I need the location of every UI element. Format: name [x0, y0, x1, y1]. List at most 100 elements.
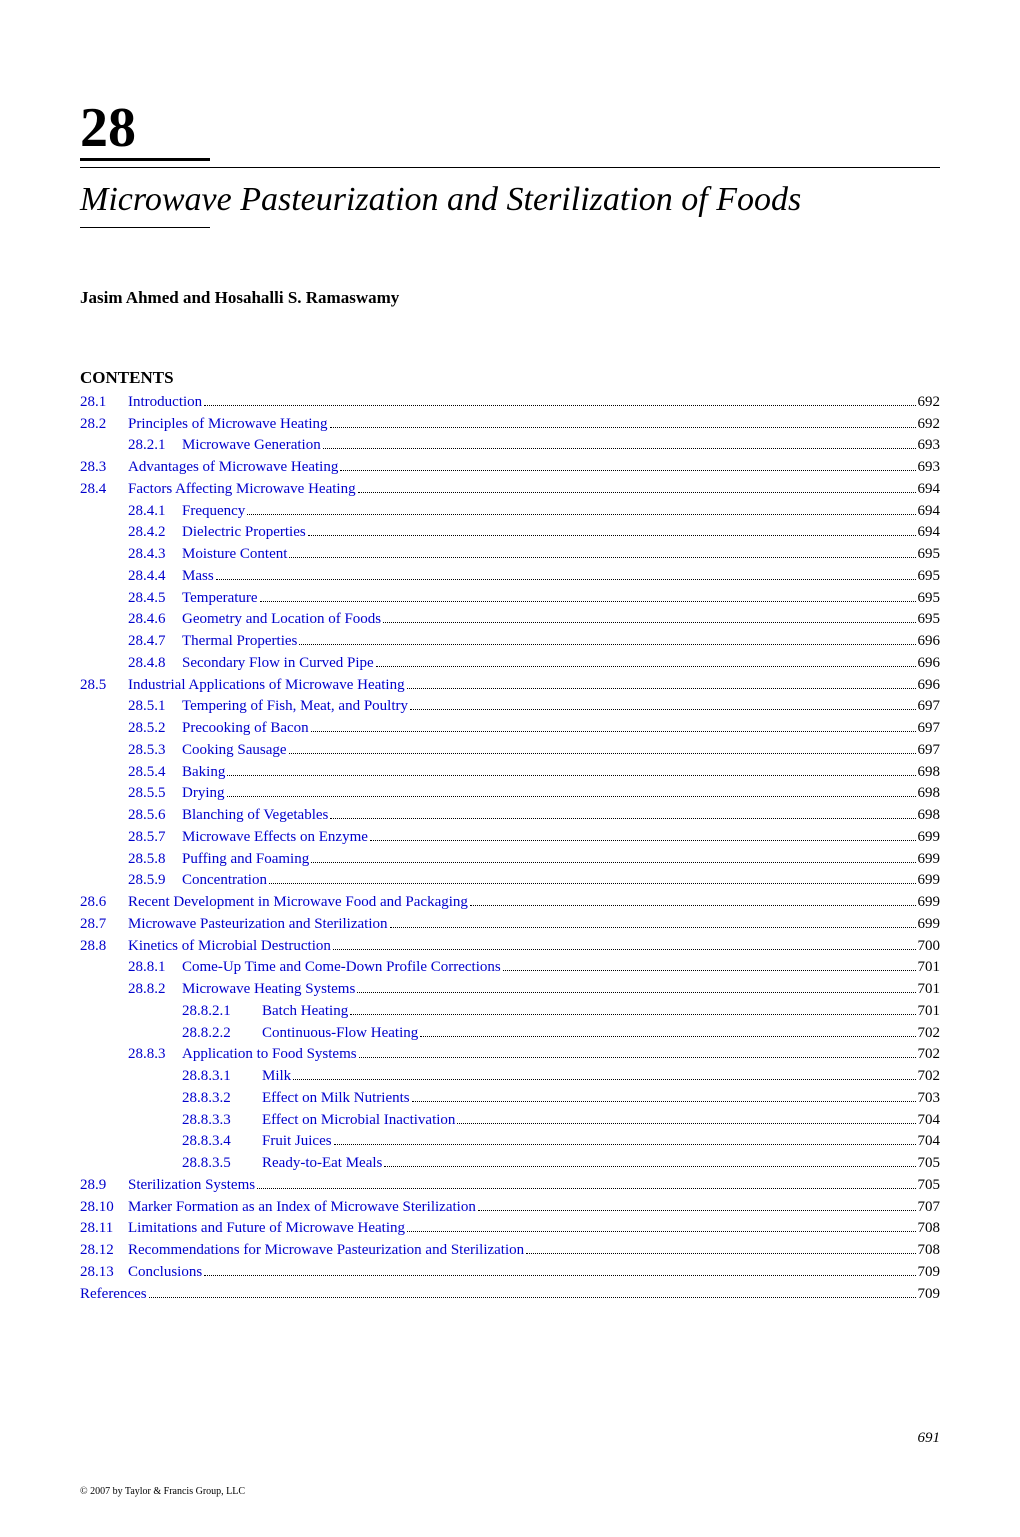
- toc-entry-number[interactable]: 28.4.4: [128, 566, 182, 588]
- toc-entry-number[interactable]: 28.5: [80, 675, 128, 697]
- toc-entry-number[interactable]: 28.4.3: [128, 544, 182, 566]
- toc-entry-page: 692: [918, 392, 941, 414]
- toc-row: 28.4.7Thermal Properties696: [80, 631, 940, 653]
- toc-entry-number[interactable]: 28.5.7: [128, 827, 182, 849]
- toc-entry-page: 700: [918, 936, 941, 958]
- toc-row: 28.11Limitations and Future of Microwave…: [80, 1218, 940, 1240]
- toc-entry-text[interactable]: References: [80, 1284, 147, 1306]
- toc-entry-number[interactable]: 28.8.3: [128, 1044, 182, 1066]
- toc-entry-text[interactable]: Milk: [262, 1066, 291, 1088]
- toc-entry-number[interactable]: 28.8.3.1: [182, 1066, 262, 1088]
- toc-entry-text[interactable]: Frequency: [182, 501, 245, 523]
- toc-entry-text[interactable]: Cooking Sausage: [182, 740, 287, 762]
- toc-entry-text[interactable]: Moisture Content: [182, 544, 287, 566]
- toc-entry-number[interactable]: 28.5.8: [128, 849, 182, 871]
- toc-entry-text[interactable]: Blanching of Vegetables: [182, 805, 328, 827]
- divider-thin-full: [80, 167, 940, 168]
- toc-entry-number[interactable]: 28.8.1: [128, 957, 182, 979]
- toc-entry-number[interactable]: 28.5.4: [128, 762, 182, 784]
- toc-entry-page: 703: [918, 1088, 941, 1110]
- toc-entry-text[interactable]: Drying: [182, 783, 225, 805]
- toc-entry-number[interactable]: 28.5.9: [128, 870, 182, 892]
- toc-entry-text[interactable]: Baking: [182, 762, 225, 784]
- toc-entry-text[interactable]: Kinetics of Microbial Destruction: [128, 936, 331, 958]
- toc-entry-number[interactable]: 28.4.7: [128, 631, 182, 653]
- toc-entry-text[interactable]: Conclusions: [128, 1262, 202, 1284]
- toc-entry-number[interactable]: 28.13: [80, 1262, 128, 1284]
- toc-entry-text[interactable]: Secondary Flow in Curved Pipe: [182, 653, 374, 675]
- toc-entry-number[interactable]: 28.6: [80, 892, 128, 914]
- toc-entry-number[interactable]: 28.8.2.1: [182, 1001, 262, 1023]
- toc-entry-text[interactable]: Ready-to-Eat Meals: [262, 1153, 382, 1175]
- toc-entry-number[interactable]: 28.10: [80, 1197, 128, 1219]
- toc-leader-dots: [376, 666, 916, 667]
- toc-entry-text[interactable]: Tempering of Fish, Meat, and Poultry: [182, 696, 408, 718]
- toc-entry-number[interactable]: 28.8.2: [128, 979, 182, 1001]
- toc-entry-number[interactable]: 28.4.5: [128, 588, 182, 610]
- toc-entry-number[interactable]: 28.5.3: [128, 740, 182, 762]
- toc-entry-text[interactable]: Microwave Generation: [182, 435, 321, 457]
- toc-entry-page: 708: [918, 1240, 941, 1262]
- toc-entry-text[interactable]: Recommendations for Microwave Pasteuriza…: [128, 1240, 524, 1262]
- toc-entry-text[interactable]: Fruit Juices: [262, 1131, 332, 1153]
- toc-entry-text[interactable]: Batch Heating: [262, 1001, 348, 1023]
- toc-entry-number[interactable]: 28.5.2: [128, 718, 182, 740]
- toc-entry-text[interactable]: Industrial Applications of Microwave Hea…: [128, 675, 405, 697]
- toc-entry-text[interactable]: Advantages of Microwave Heating: [128, 457, 338, 479]
- toc-entry-number[interactable]: 28.4.2: [128, 522, 182, 544]
- toc-row: 28.4.2Dielectric Properties694: [80, 522, 940, 544]
- toc-entry-number[interactable]: 28.8: [80, 936, 128, 958]
- toc-entry-text[interactable]: Concentration: [182, 870, 267, 892]
- toc-entry-number[interactable]: 28.4.6: [128, 609, 182, 631]
- toc-entry-text[interactable]: Dielectric Properties: [182, 522, 306, 544]
- toc-entry-number[interactable]: 28.8.3.3: [182, 1110, 262, 1132]
- toc-entry-number[interactable]: 28.9: [80, 1175, 128, 1197]
- toc-entry-page: 697: [918, 696, 941, 718]
- toc-entry-text[interactable]: Sterilization Systems: [128, 1175, 255, 1197]
- toc-entry-text[interactable]: Microwave Pasteurization and Sterilizati…: [128, 914, 388, 936]
- toc-entry-text[interactable]: Principles of Microwave Heating: [128, 414, 328, 436]
- toc-entry-number[interactable]: 28.8.3.5: [182, 1153, 262, 1175]
- toc-entry-text[interactable]: Effect on Microbial Inactivation: [262, 1110, 455, 1132]
- toc-entry-text[interactable]: Microwave Heating Systems: [182, 979, 355, 1001]
- toc-entry-number[interactable]: 28.4: [80, 479, 128, 501]
- toc-entry-text[interactable]: Mass: [182, 566, 214, 588]
- toc-entry-text[interactable]: Precooking of Bacon: [182, 718, 309, 740]
- toc-leader-dots: [470, 905, 916, 906]
- toc-entry-number[interactable]: 28.5.5: [128, 783, 182, 805]
- toc-entry-number[interactable]: 28.1: [80, 392, 128, 414]
- toc-entry-number[interactable]: 28.8.3.4: [182, 1131, 262, 1153]
- toc-entry-number[interactable]: 28.2.1: [128, 435, 182, 457]
- toc-entry-number[interactable]: 28.8.2.2: [182, 1023, 262, 1045]
- toc-entry-number[interactable]: 28.5.6: [128, 805, 182, 827]
- toc-entry-text[interactable]: Recent Development in Microwave Food and…: [128, 892, 468, 914]
- toc-entry-text[interactable]: Temperature: [182, 588, 258, 610]
- toc-entry-text[interactable]: Microwave Effects on Enzyme: [182, 827, 368, 849]
- toc-entry-number[interactable]: 28.3: [80, 457, 128, 479]
- toc-leader-dots: [260, 601, 916, 602]
- toc-entry-text[interactable]: Application to Food Systems: [182, 1044, 357, 1066]
- toc-entry-text[interactable]: Marker Formation as an Index of Microwav…: [128, 1197, 476, 1219]
- toc-entry-text[interactable]: Factors Affecting Microwave Heating: [128, 479, 356, 501]
- toc-entry-text[interactable]: Thermal Properties: [182, 631, 297, 653]
- toc-entry-number[interactable]: 28.4.8: [128, 653, 182, 675]
- toc-entry-text[interactable]: Continuous-Flow Heating: [262, 1023, 418, 1045]
- toc-entry-number[interactable]: 28.4.1: [128, 501, 182, 523]
- toc-entry-page: 708: [918, 1218, 941, 1240]
- toc-leader-dots: [503, 970, 916, 971]
- toc-entry-text[interactable]: Limitations and Future of Microwave Heat…: [128, 1218, 405, 1240]
- toc-entry-text[interactable]: Puffing and Foaming: [182, 849, 309, 871]
- toc-leader-dots: [299, 644, 915, 645]
- toc-entry-number[interactable]: 28.11: [80, 1218, 128, 1240]
- toc-entry-text[interactable]: Geometry and Location of Foods: [182, 609, 381, 631]
- toc-entry-number[interactable]: 28.5.1: [128, 696, 182, 718]
- toc-leader-dots: [390, 927, 916, 928]
- toc-entry-number[interactable]: 28.12: [80, 1240, 128, 1262]
- toc-row: 28.3Advantages of Microwave Heating693: [80, 457, 940, 479]
- toc-entry-text[interactable]: Effect on Milk Nutrients: [262, 1088, 410, 1110]
- toc-entry-number[interactable]: 28.7: [80, 914, 128, 936]
- toc-entry-text[interactable]: Introduction: [128, 392, 202, 414]
- toc-entry-number[interactable]: 28.2: [80, 414, 128, 436]
- toc-entry-text[interactable]: Come-Up Time and Come-Down Profile Corre…: [182, 957, 501, 979]
- toc-entry-number[interactable]: 28.8.3.2: [182, 1088, 262, 1110]
